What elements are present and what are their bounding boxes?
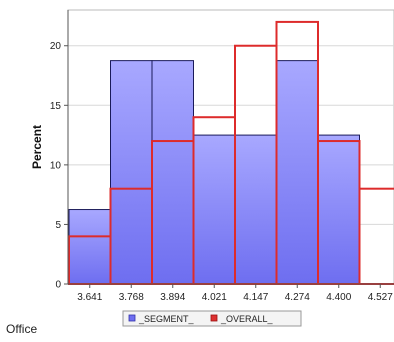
legend-label-segment: _SEGMENT_ [138,314,195,324]
y-tick-label: 10 [50,160,62,171]
segment-bar [193,134,236,285]
y-tick-label: 0 [55,280,61,291]
segment-bar [110,60,153,285]
x-tick-label: 3.894 [160,292,185,303]
x-tick-label: 3.768 [119,292,144,303]
x-tick-label: 4.274 [285,292,310,303]
segment-bar [234,134,277,285]
axes [64,10,394,288]
segment-bars [68,60,360,285]
y-tick-label: 15 [50,101,62,112]
legend-swatch-segment [128,314,136,322]
x-tick-label: 4.527 [368,292,393,303]
legend: _SEGMENT_ _OVERALL_ [122,310,302,327]
y-axis-label: Percent [30,125,44,169]
y-tick-label: 5 [55,220,61,231]
legend-label-overall: _OVERALL_ [220,314,274,324]
footer-label: Office [6,322,38,336]
y-tick-label: 20 [50,41,62,52]
x-tick-label: 3.641 [77,292,102,303]
segment-bar [68,209,111,285]
x-tick-label: 4.021 [202,292,227,303]
segment-bar [276,60,319,285]
x-tick-label: 4.400 [326,292,351,303]
x-tick-label: 4.147 [243,292,268,303]
x-tick-labels: 3.641 3.768 3.894 4.021 4.147 4.274 4.400 4.527 [77,292,393,303]
legend-swatch-overall [210,314,218,322]
segment-bar [151,60,194,285]
y-tick-labels: 0 5 10 15 20 [50,41,62,290]
segment-bar [317,134,360,285]
